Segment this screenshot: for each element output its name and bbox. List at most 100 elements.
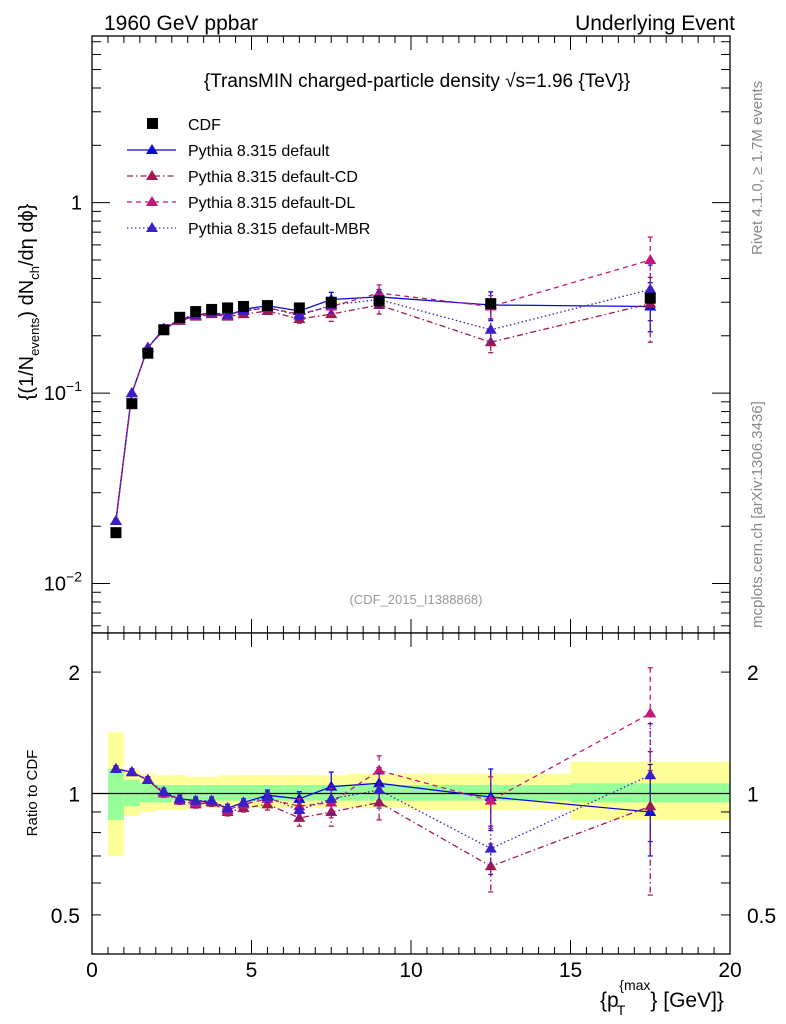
x-tick-label: 5 — [246, 959, 258, 982]
legend-marker-cdf — [147, 118, 158, 129]
series-marker — [484, 336, 497, 347]
xlabel-sub: T — [617, 1002, 626, 1018]
series-marker — [261, 791, 274, 802]
svg-text:{(1/Nevents) dNch/dη dϕ}: {(1/Nevents) dNch/dη dϕ} — [16, 203, 42, 400]
series-marker — [484, 794, 497, 805]
series-marker — [325, 792, 338, 803]
series-marker — [141, 774, 154, 785]
ratio-y-tick-label-right: 2 — [747, 662, 759, 685]
legend-marker-cd — [146, 170, 158, 180]
header-right: Underlying Event — [575, 12, 735, 35]
series-marker — [293, 792, 306, 803]
ratio-y-tick-label: 1 — [68, 784, 80, 807]
ratio-y-tick-label-right: 0.5 — [747, 905, 776, 928]
series-marker — [221, 802, 234, 813]
cdf-data-point — [373, 295, 385, 307]
series-marker — [221, 308, 234, 319]
legend-label-cd: Pythia 8.315 default-CD — [188, 169, 358, 186]
ratio-y-tick-label: 0.5 — [51, 905, 80, 928]
cdf-data-point — [644, 292, 656, 304]
main-y-axis-label: {(1/Nevents) dNch/dη dϕ} — [16, 203, 42, 400]
x-tick-label: 20 — [718, 959, 741, 982]
ratio-y-tick-labels: 0.5 0.5 1 1 2 2 — [51, 662, 776, 928]
stat-uncertainty-band — [235, 784, 252, 801]
x-axis-label: {pT {max} [GeV]} — [600, 977, 724, 1018]
cdf-data-point — [206, 303, 218, 315]
legend-label-cdf: CDF — [188, 117, 221, 134]
series-marker — [484, 323, 497, 334]
series-marker — [373, 764, 386, 775]
cdf-data-point — [238, 300, 250, 312]
cdf-data-point — [174, 311, 186, 323]
cdf-data-point — [190, 306, 202, 318]
series-marker — [237, 796, 250, 807]
analysis-label: (CDF_2015_I1388868) — [350, 592, 483, 607]
y-tick-label: 10−1 — [44, 378, 82, 405]
series-marker — [157, 785, 170, 796]
series-marker — [373, 784, 386, 795]
series-marker — [109, 515, 122, 526]
xlabel-part-a: {p — [600, 989, 619, 1012]
ratio-panel: 0.5 0.5 1 1 2 2 0 5 10 15 20 Ratio to CDF {pT {max… — [24, 632, 776, 1018]
series-marker — [109, 763, 122, 774]
svg-text:{pT{max} [GeV]}: {pT {max} [GeV]} — [600, 977, 724, 1018]
series-marker — [173, 792, 186, 803]
x-tick-label: 10 — [399, 959, 422, 982]
series-marker — [644, 769, 657, 780]
legend-label-dl: Pythia 8.315 default-DL — [188, 195, 355, 212]
ylabel-part-c: /dη dϕ} — [16, 203, 38, 266]
y-tick-label: 1 — [71, 193, 82, 215]
mcplots-label: mcplots.cern.ch [arXiv:1306.3436] — [749, 401, 766, 628]
ylabel-part-b: ) dN — [16, 280, 38, 318]
ratio-frame — [91, 632, 731, 955]
series-marker — [373, 796, 386, 807]
ratio-y-tick-label: 2 — [68, 662, 80, 685]
cdf-data-point — [142, 347, 154, 359]
xlabel-part-b: } [GeV]} — [650, 989, 724, 1012]
series-marker — [644, 283, 657, 294]
header-left: 1960 GeV ppbar — [104, 12, 258, 35]
cdf-data-point — [293, 302, 305, 314]
cdf-data-point — [126, 398, 138, 410]
legend: CDF Pythia 8.315 default Pythia 8.315 de… — [127, 117, 370, 238]
main-y-tick-labels: 10−2 10−1 1 — [44, 193, 82, 596]
series-marker — [293, 309, 306, 320]
legend-marker-default — [146, 144, 158, 154]
series-marker — [205, 794, 218, 805]
stat-uncertainty-band — [187, 784, 204, 801]
xlabel-sup: {max — [619, 977, 650, 993]
ratio-y-tick-label-right: 1 — [747, 784, 759, 807]
series-marker — [293, 804, 306, 815]
ylabel-part-a: {(1/N — [16, 356, 38, 400]
ylabel-sub-ch: ch — [27, 266, 42, 280]
ratio-series-group — [109, 667, 657, 896]
series-marker — [644, 707, 657, 718]
legend-marker-dl — [146, 196, 158, 206]
series-marker — [189, 794, 202, 805]
y-tick-label: 10−2 — [44, 569, 82, 596]
cdf-data-point — [222, 302, 234, 314]
rivet-label: Rivet 4.1.0, ≥ 1.7M events — [749, 81, 766, 255]
ratio-ticks — [91, 633, 731, 955]
stat-uncertainty-band — [203, 784, 220, 801]
main-title: {TransMIN charged-particle density √s=1.… — [204, 71, 630, 92]
series-marker — [125, 766, 138, 777]
series-marker — [125, 387, 138, 398]
series-marker — [293, 811, 306, 822]
series-marker — [484, 842, 497, 853]
main-plot-area — [92, 36, 730, 633]
legend-marker-mbr — [146, 222, 158, 232]
stat-uncertainty-band — [171, 784, 188, 801]
cdf-data-point — [110, 527, 122, 539]
series-marker — [484, 860, 497, 871]
x-tick-label: 15 — [559, 959, 582, 982]
ylabel-sub-events: events — [27, 317, 42, 356]
stat-uncertainty-band — [219, 784, 236, 801]
main-series-group — [109, 236, 657, 539]
stat-uncertainty-band — [107, 769, 124, 820]
ratio-y-axis-label: Ratio to CDF — [24, 750, 41, 837]
series-marker — [644, 253, 657, 264]
series-marker — [644, 800, 657, 811]
cdf-data-point — [158, 324, 170, 336]
legend-label-mbr: Pythia 8.315 default-MBR — [188, 221, 370, 238]
